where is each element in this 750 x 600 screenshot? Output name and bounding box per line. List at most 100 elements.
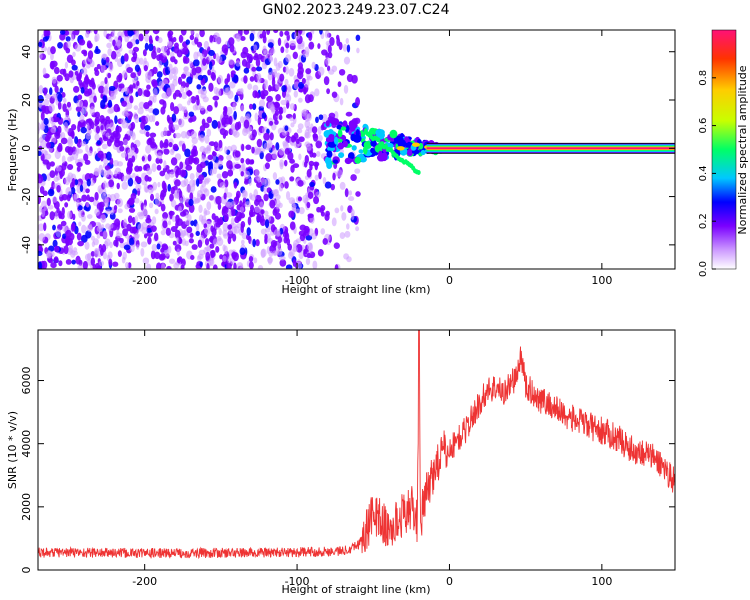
heatmap-cell [269,132,274,141]
heatmap-cell [107,251,113,259]
colorbar-ticks: 0.0 0.2 0.4 0.6 0.8 [698,70,716,277]
heatmap-cell [317,134,323,142]
heatmap-cell [156,71,163,79]
heatmap-cell [63,245,69,255]
heatmap-cell [89,106,95,116]
heatmap-cell [61,155,66,164]
heatmap-cell [206,145,211,152]
heatmap-cell [203,40,209,50]
heatmap-cell [40,208,46,218]
heatmap-cell [101,143,108,150]
heatmap-cell [232,102,237,111]
heatmap-cell [272,152,278,160]
heatmap-cell [72,213,76,221]
heatmap-cell [147,137,152,144]
heatmap-cell [286,237,291,246]
heatmap-cell [306,253,312,259]
heatmap-cell [355,96,361,107]
heatmap-cell [180,85,185,93]
heatmap-cell [52,239,58,248]
heatmap-cell [171,113,177,122]
heatmap-cell [94,191,99,201]
heatmap-cell [197,74,204,81]
heatmap-cell [116,51,121,57]
heatmap-cell [179,196,183,204]
heatmap-cell [77,94,83,101]
heatmap-cell [232,162,236,171]
heatmap-cell [224,78,229,85]
heatmap-cell [147,154,152,162]
heatmap-cell [149,132,157,138]
heatmap-cell [104,76,108,85]
heatmap-cell [66,163,74,170]
heatmap-cell [78,210,83,219]
heatmap-cell [107,108,114,115]
heatmap-cell [160,54,168,63]
heatmap-cell [126,67,133,74]
heatmap-cell [283,236,288,244]
heatmap-cell [251,146,255,154]
heatmap-cell [78,39,86,46]
heatmap-cell [308,31,313,41]
heatmap-cell [212,95,220,101]
heatmap-cell [289,221,296,230]
heatmap-cell [87,50,94,60]
heatmap-cell [90,251,95,257]
heatmap-cell [145,263,152,269]
heatmap-cell [315,116,319,124]
heatmap-cell [172,240,177,246]
spectrogram-x-tick-label: 100 [591,274,612,287]
heatmap-cell [66,194,71,202]
heatmap-cell [184,219,192,226]
heatmap-cell [354,156,362,164]
heatmap-cell [303,225,310,234]
heatmap-cell [116,161,124,167]
heatmap-cell [218,228,222,236]
heatmap-cell [268,55,274,63]
heatmap-cell [205,251,211,261]
heatmap-cell [159,170,166,177]
heatmap-cell [137,107,144,115]
heatmap-cell [170,225,178,233]
heatmap-cell [131,147,135,154]
heatmap-cell [165,251,170,257]
heatmap-cell [78,71,83,79]
heatmap-cell [185,39,191,45]
heatmap-cell [327,141,337,148]
heatmap-cell [50,262,57,269]
heatmap-cell [170,101,175,112]
snr-y-ticks: 0 2000 4000 6000 [20,367,675,574]
heatmap-cell [144,124,151,131]
heatmap-cell [306,201,311,209]
heatmap-cell [57,142,63,152]
heatmap-cell [271,189,279,195]
spectrogram-y-tick-label: 40 [20,45,33,59]
heatmap-cell [82,99,88,108]
heatmap-cell [195,33,200,39]
heatmap-cell [71,259,76,265]
heatmap-cell [323,76,330,86]
heatmap-cell [157,37,163,44]
heatmap-cell [274,119,279,125]
heatmap-cell [210,250,215,259]
heatmap-cell [309,164,313,171]
heatmap-cell [396,146,405,151]
heatmap-cell [161,263,166,269]
heatmap-cell [143,233,148,239]
spectrogram-x-label: Height of straight line (km) [281,283,430,296]
heatmap-cell [270,48,276,55]
heatmap-cell [134,215,139,224]
heatmap-cell [188,238,194,244]
heatmap-cell [309,181,315,188]
heatmap-cell [241,59,248,67]
heatmap-cell [74,136,79,144]
heatmap-cell [134,64,141,72]
heatmap-cell [270,239,278,248]
heatmap-cell [256,138,263,148]
heatmap-cell [283,159,288,167]
heatmap-cell [235,190,241,199]
heatmap-cell [86,178,91,187]
heatmap-cell [86,201,90,208]
heatmap-cell [99,115,105,124]
heatmap-cell [249,76,255,82]
